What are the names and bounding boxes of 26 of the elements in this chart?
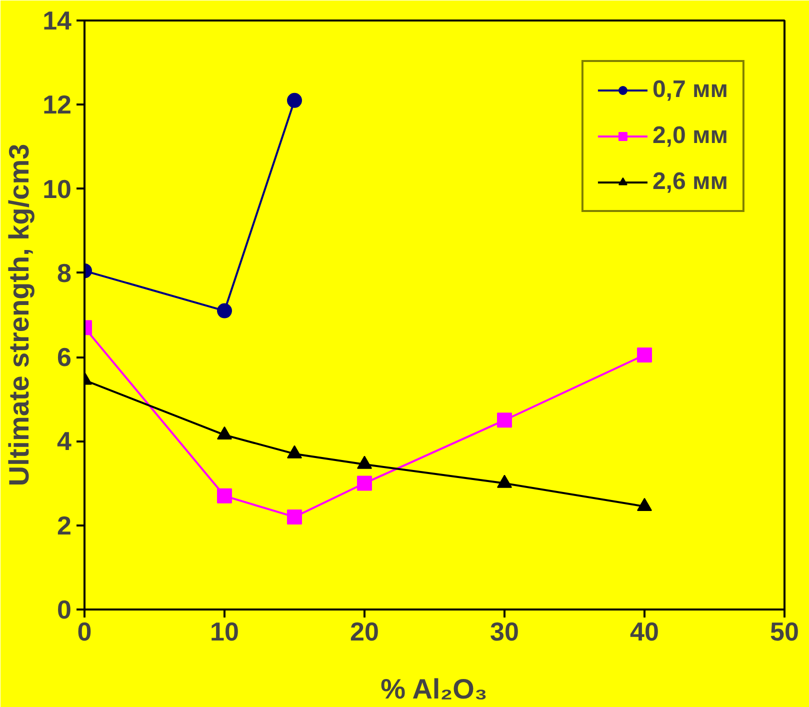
point [217,488,232,504]
x-tick-label: 40 [630,616,659,646]
y-tick-label: 14 [42,6,72,36]
y-tick-label: 12 [42,90,72,120]
x-tick-label: 20 [350,616,379,646]
legend-label: 0,7 мм [652,76,728,104]
x-tick-label: 10 [210,616,239,646]
y-tick-label: 2 [57,510,72,540]
y-tick-label: 10 [42,174,72,204]
y-axis-title: Ultimate strength, kg/cm3 [4,144,35,486]
legend-label: 2,6 мм [652,168,728,196]
y-tick-label: 6 [57,342,72,372]
point [357,476,372,491]
x-tick-label: 50 [770,616,799,646]
point [637,347,652,362]
x-tick-label: 0 [77,616,92,646]
y-tick-label: 8 [57,258,72,288]
point [217,303,232,318]
y-tick-label: 0 [57,594,72,624]
point [287,509,302,524]
y-tick-label: 4 [57,426,72,456]
point [287,92,302,108]
x-tick-label: 30 [490,616,519,646]
point [497,412,512,428]
x-axis-title: % Al₂O₃ [380,674,488,704]
legend-label: 2,0 мм [652,122,728,150]
